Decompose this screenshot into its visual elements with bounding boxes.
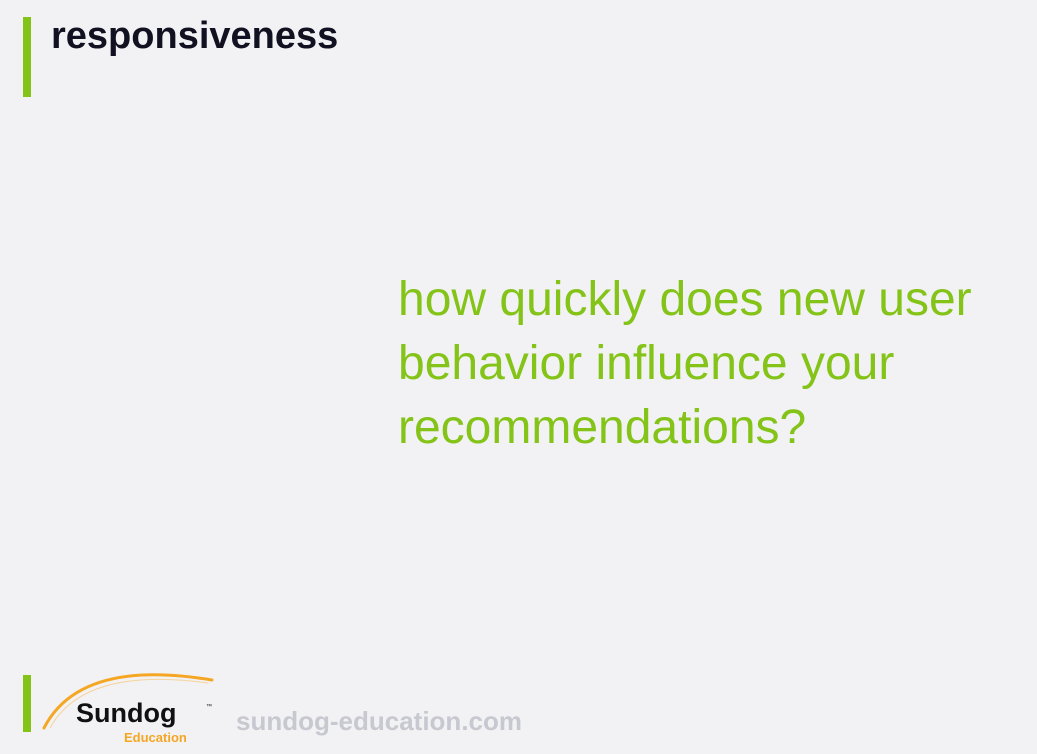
footer-url: sundog-education.com xyxy=(236,706,522,736)
logo-subtitle: Education xyxy=(124,730,187,745)
sun-arc-icon xyxy=(42,673,214,730)
title-accent-bar xyxy=(23,17,31,97)
sundog-logo: Sundog ™ Education xyxy=(40,660,220,748)
footer-accent-bar xyxy=(23,675,31,732)
logo-wordmark: Sundog xyxy=(76,698,177,728)
logo-trademark: ™ xyxy=(206,704,212,710)
slide-title: responsiveness xyxy=(51,15,339,57)
slide-question: how quickly does new user behavior influ… xyxy=(398,273,972,454)
